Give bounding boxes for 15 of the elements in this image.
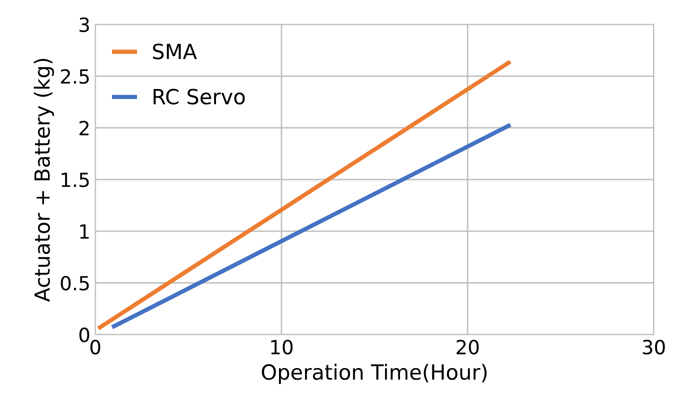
legend-label: SMA (152, 44, 197, 60)
x-tick-label: 0 (90, 340, 100, 354)
y-tick-label: 2 (80, 120, 89, 136)
x-tick-label: 30 (642, 340, 665, 354)
legend-label: RC Servo (154, 88, 245, 105)
y-tick-label: 3 (80, 17, 89, 32)
y-tick-label: 1.5 (62, 172, 89, 188)
x-tick-label: 20 (456, 340, 479, 354)
x-axis-title: Operation Time(Hour) (262, 364, 487, 384)
y-tick-label: 1 (80, 224, 89, 239)
y-tick-label: 0.5 (60, 276, 89, 291)
y-tick-label: 0 (79, 328, 90, 342)
x-tick-label: 10 (271, 340, 293, 354)
y-axis-title: Actuator + Battery (kg) (34, 58, 54, 302)
y-tick-label: 2.5 (60, 69, 89, 84)
